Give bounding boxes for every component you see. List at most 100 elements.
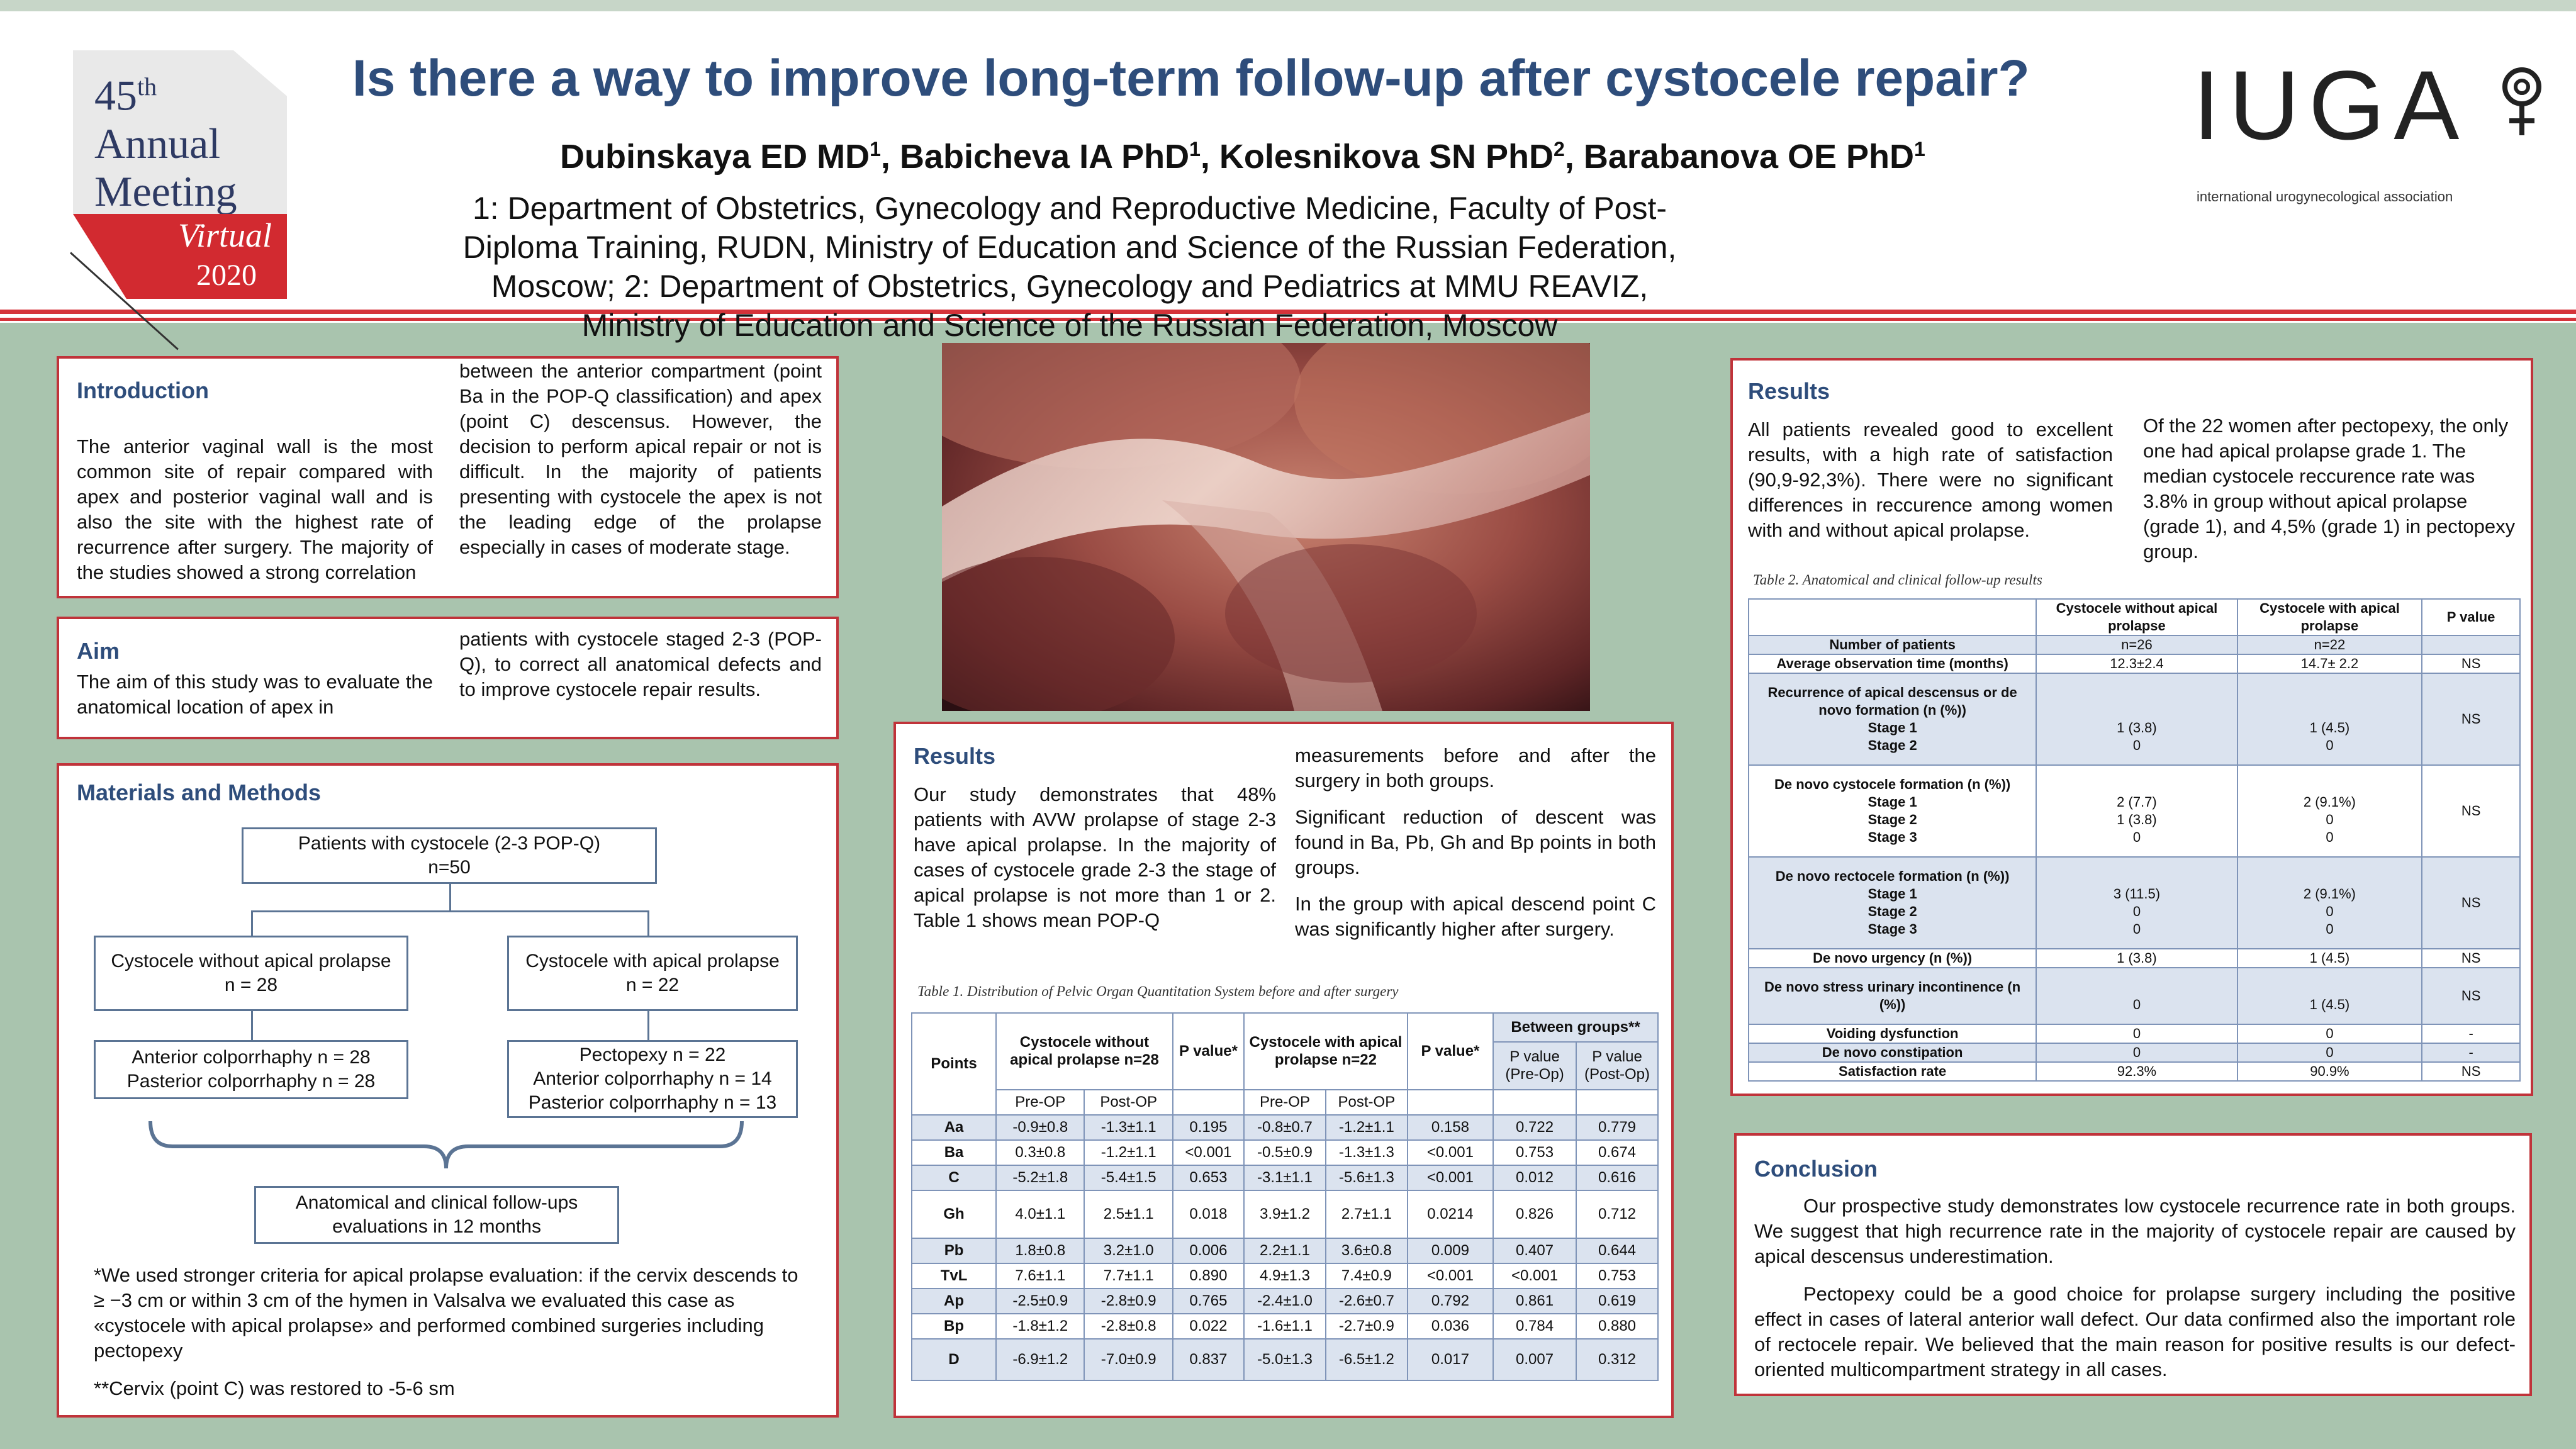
table-cell: 0.017 [1406, 1338, 1494, 1381]
table-row: Ap -2.5±0.9 -2.8±0.9 0.765 -2.4±1.0 -2.6±0.7 0… [910, 1288, 1659, 1314]
pvalue-cell: NS [2421, 948, 2521, 968]
point-label: C [910, 1165, 997, 1191]
point-label: D [910, 1338, 997, 1381]
table-cell: 0.837 [1172, 1338, 1245, 1381]
table-cell: -2.8±0.9 [1084, 1288, 1173, 1314]
table-cell: <0.001 [1492, 1263, 1577, 1289]
pvalue-cell: NS [2421, 673, 2521, 766]
pvalue-cell: - [2421, 1043, 2521, 1063]
results-right-text-left: All patients revealed good to excellent … [1748, 418, 2113, 541]
table-cell: 0.753 [1576, 1263, 1659, 1289]
table-row: De novo rectocele formation (n (%)) Stage… [1747, 856, 2521, 949]
poster-header [0, 11, 2576, 323]
aim-text-right: patients with cystocele staged 2-3 (POP-… [459, 628, 822, 700]
table-cell: 0.779 [1576, 1114, 1659, 1141]
table-cell: -6.5±1.2 [1324, 1338, 1408, 1381]
poster-title: Is there a way to improve long-term foll… [352, 50, 2030, 107]
table-cell: -1.3±1.3 [1324, 1139, 1408, 1166]
introduction-text-right: between the anterior compartment (point … [459, 360, 822, 558]
table-row: Pb 1.8±0.8 3.2±1.0 0.006 2.2±1.1 3.6±0.8 0.009… [910, 1238, 1659, 1264]
results-text-right: measurements before and after the surger… [1295, 743, 1656, 953]
table-cell: -0.8±0.7 [1243, 1114, 1326, 1141]
table-cell: 2 (9.1%) 0 0 [2236, 856, 2423, 949]
author-affiliation-number: 1 [1914, 138, 1925, 160]
table-cell: 0.007 [1492, 1338, 1577, 1381]
row-label: De novo stress urinary incontinence (n (%… [1747, 967, 2037, 1025]
table-cell: -2.6±0.7 [1324, 1288, 1408, 1314]
table-cell: 2 (7.7) 1 (3.8) 0 [2036, 764, 2238, 858]
flow-box-patients: Patients with cystocele (2-3 POP-Q) n=50 [242, 827, 657, 884]
pvalue-cell: NS [2421, 654, 2521, 674]
table-cell: 2.5±1.1 [1084, 1190, 1173, 1239]
table1-caption: Table 1. Distribution of Pelvic Organ Qu… [917, 983, 1399, 999]
table-cell: 0.009 [1406, 1238, 1494, 1264]
flow-bracket [148, 1121, 744, 1169]
table-row: Number of patients n=26 n=22 [1747, 635, 2521, 655]
table-cell: <0.001 [1172, 1139, 1245, 1166]
meeting-ordinal: th [137, 72, 157, 101]
point-label: Pb [910, 1238, 997, 1264]
methods-note-apical-criteria: *We used stronger criteria for apical pr… [94, 1264, 798, 1362]
table-cell: <0.001 [1406, 1165, 1494, 1191]
flow-box-pectopexy: Pectopexy n = 22 Anterior colporrhaphy n … [507, 1040, 798, 1118]
table-cell: 0.765 [1172, 1288, 1245, 1314]
table-row: Average observation time (months) 12.3±2.… [1747, 654, 2521, 674]
logo-text: IUGA [2193, 51, 2468, 160]
table-cell: 0.0214 [1406, 1190, 1494, 1239]
table-cell: 0.3±0.8 [995, 1139, 1085, 1166]
table-cell: 1 (3.8) [2036, 948, 2238, 968]
table-cell: 0.644 [1576, 1238, 1659, 1264]
table-cell: 1 (3.8) 0 [2036, 673, 2238, 766]
table-cell: 0.753 [1492, 1139, 1577, 1166]
row-label: Voiding dysfunction [1747, 1024, 2037, 1044]
col-pvalue-postop: P value (Post-Op) [1576, 1041, 1659, 1090]
table-row: Recurrence of apical descensus or de novo… [1747, 673, 2521, 766]
table-cell: -7.0±0.9 [1084, 1338, 1173, 1381]
results-text-right-p3: In the group with apical descend point C… [1295, 893, 1656, 940]
aim-panel: Aim The aim of this study was to evaluat… [57, 617, 839, 739]
table-cell: 3.6±0.8 [1324, 1238, 1408, 1264]
table-cell: 0.018 [1172, 1190, 1245, 1239]
pvalue-cell: - [2421, 1024, 2521, 1044]
pvalue-cell [2421, 635, 2521, 655]
table-row: De novo cystocele formation (n (%)) Stage… [1747, 764, 2521, 858]
table-cell: 0.616 [1576, 1165, 1659, 1191]
point-label: TvL [910, 1263, 997, 1289]
header-divider [0, 310, 2576, 314]
table-row: Gh 4.0±1.1 2.5±1.1 0.018 3.9±1.2 2.7±1.1 0.021… [910, 1190, 1659, 1239]
col-without-apical: Cystocele without apical prolapse [2036, 598, 2238, 636]
venus-symbol-icon [2502, 67, 2541, 135]
meeting-virtual-label: Virtual [177, 216, 272, 254]
table-cell: -1.8±1.2 [995, 1313, 1085, 1340]
aim-title: Aim [77, 638, 120, 664]
table2-caption: Table 2. Anatomical and clinical follow-… [1753, 572, 2042, 588]
table-cell: 1.8±0.8 [995, 1238, 1085, 1264]
meeting-line3: Meeting [94, 167, 237, 215]
table-cell: -5.4±1.5 [1084, 1165, 1173, 1191]
results-text-right-p1: measurements before and after the surger… [1295, 744, 1656, 792]
table-cell: 0 [2236, 1024, 2423, 1044]
table-cell: -5.6±1.3 [1324, 1165, 1408, 1191]
point-label: Aa [910, 1114, 997, 1141]
conclusion-p1: Our prospective study demonstrates low c… [1754, 1195, 2516, 1267]
row-label: Number of patients [1747, 635, 2037, 655]
table-row: Satisfaction rate 92.3% 90.9% NS [1747, 1061, 2521, 1082]
table-cell: -1.2±1.1 [1084, 1139, 1173, 1166]
results-table1-panel: Results Our study demonstrates that 48% … [893, 722, 1674, 1418]
results-text-left: Our study demonstrates that 48% patients… [914, 783, 1276, 931]
table-cell: 0.158 [1406, 1114, 1494, 1141]
table-cell: n=22 [2236, 635, 2423, 655]
table-row: Bp -1.8±1.2 -2.8±0.8 0.022 -1.6±1.1 -2.7±0.9 0… [910, 1313, 1659, 1340]
author-name: Kolesnikova SN PhD [1219, 138, 1554, 176]
table-cell: -1.3±1.1 [1084, 1114, 1173, 1141]
table-cell: 0 [2036, 967, 2238, 1025]
conclusion-p2: Pectopexy could be a good choice for pro… [1754, 1283, 2516, 1380]
table-cell: 0.653 [1172, 1165, 1245, 1191]
meeting-year: 2020 [196, 259, 257, 292]
author-name: Babicheva IA PhD [899, 138, 1190, 176]
flow-box-with-apical: Cystocele with apical prolapse n = 22 [507, 936, 798, 1011]
row-label: Recurrence of apical descensus or de novo… [1747, 673, 2037, 766]
table-cell: -2.7±0.9 [1324, 1313, 1408, 1340]
pvalue-cell: NS [2421, 764, 2521, 858]
flow-box-without-apical: Cystocele without apical prolapse n = 28 [94, 936, 408, 1011]
